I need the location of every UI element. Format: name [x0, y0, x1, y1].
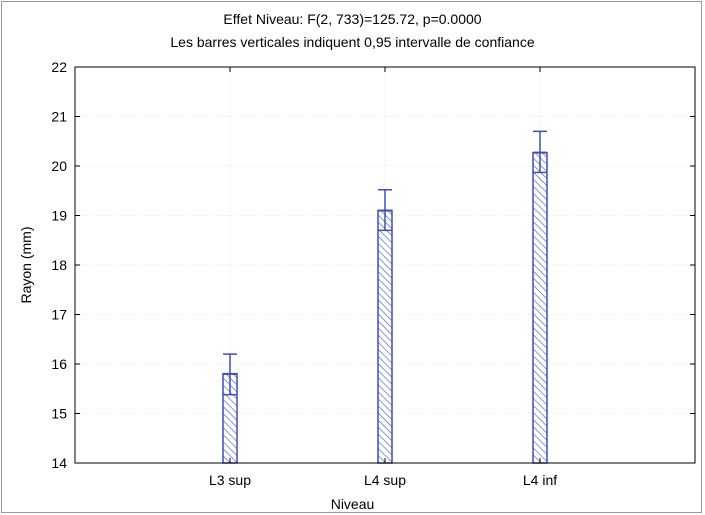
bar: [532, 151, 548, 464]
y-tick-label: 14: [51, 455, 67, 471]
y-tick-label: 15: [51, 406, 67, 422]
x-tick-label: L4 inf: [523, 472, 557, 488]
chart-title: Effet Niveau: F(2, 733)=125.72, p=0.0000: [223, 11, 482, 27]
y-tick-label: 22: [51, 59, 67, 75]
y-tick-label: 18: [51, 257, 67, 273]
y-tick-label: 16: [51, 356, 67, 372]
chart-subtitle: Les barres verticales indiquent 0,95 int…: [170, 34, 535, 50]
y-tick-label: 20: [51, 158, 67, 174]
y-axis-label: Rayon (mm): [18, 226, 34, 304]
y-tick-label: 17: [51, 307, 67, 323]
y-tick-label: 19: [51, 208, 67, 224]
x-tick-label: L4 sup: [364, 472, 406, 488]
y-tick-label: 21: [51, 109, 67, 125]
x-axis-label: Niveau: [330, 496, 375, 512]
x-tick-label: L3 sup: [209, 472, 251, 488]
bar: [377, 209, 393, 464]
